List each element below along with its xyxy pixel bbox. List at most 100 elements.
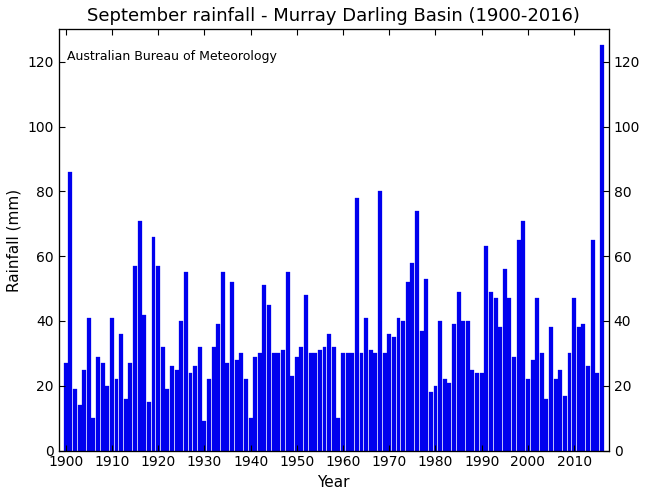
Bar: [63, 363, 68, 451]
Text: Australian Bureau of Meteorology: Australian Bureau of Meteorology: [67, 50, 277, 63]
Bar: [447, 383, 452, 451]
Bar: [512, 357, 516, 451]
Bar: [124, 399, 127, 451]
Bar: [406, 282, 410, 451]
Bar: [567, 353, 571, 451]
Bar: [364, 318, 368, 451]
Bar: [355, 198, 359, 451]
Bar: [517, 240, 521, 451]
Title: September rainfall - Murray Darling Basin (1900-2016): September rainfall - Murray Darling Basi…: [87, 7, 580, 25]
Bar: [350, 353, 355, 451]
Bar: [345, 353, 349, 451]
Bar: [470, 370, 474, 451]
Bar: [466, 321, 470, 451]
Bar: [101, 363, 105, 451]
Bar: [485, 247, 488, 451]
Bar: [221, 272, 225, 451]
Bar: [230, 282, 234, 451]
Bar: [388, 334, 391, 451]
Bar: [323, 347, 327, 451]
Bar: [170, 366, 174, 451]
Bar: [248, 418, 252, 451]
Bar: [184, 272, 188, 451]
Bar: [521, 221, 525, 451]
Bar: [128, 363, 133, 451]
Bar: [429, 392, 433, 451]
Bar: [577, 328, 581, 451]
Bar: [138, 221, 142, 451]
Bar: [397, 318, 400, 451]
Bar: [96, 357, 100, 451]
Bar: [360, 353, 364, 451]
Bar: [433, 386, 437, 451]
Bar: [554, 379, 558, 451]
Bar: [151, 237, 155, 451]
Bar: [591, 240, 595, 451]
Bar: [540, 353, 543, 451]
Bar: [526, 379, 530, 451]
Bar: [267, 305, 271, 451]
Bar: [401, 321, 405, 451]
Bar: [415, 211, 419, 451]
Bar: [193, 366, 197, 451]
Bar: [91, 418, 95, 451]
Y-axis label: Rainfall (mm): Rainfall (mm): [7, 188, 22, 292]
Bar: [558, 370, 562, 451]
Bar: [216, 324, 220, 451]
Bar: [115, 379, 118, 451]
Bar: [336, 418, 340, 451]
Bar: [304, 295, 308, 451]
Bar: [110, 318, 114, 451]
Bar: [461, 321, 465, 451]
Bar: [133, 266, 137, 451]
Bar: [438, 321, 442, 451]
Bar: [475, 373, 479, 451]
Bar: [563, 396, 567, 451]
Bar: [392, 337, 396, 451]
Bar: [572, 298, 576, 451]
Bar: [179, 321, 183, 451]
Bar: [239, 353, 243, 451]
Bar: [300, 347, 303, 451]
Bar: [147, 402, 151, 451]
Bar: [281, 350, 285, 451]
Bar: [188, 373, 192, 451]
Bar: [313, 353, 317, 451]
Bar: [291, 376, 294, 451]
Bar: [207, 379, 211, 451]
Bar: [212, 347, 215, 451]
Bar: [457, 292, 461, 451]
Bar: [498, 328, 502, 451]
Bar: [535, 298, 539, 451]
Bar: [382, 353, 387, 451]
Bar: [544, 399, 549, 451]
Bar: [369, 350, 373, 451]
Bar: [119, 334, 123, 451]
Bar: [582, 324, 586, 451]
Bar: [244, 379, 248, 451]
Bar: [285, 272, 289, 451]
Bar: [452, 324, 456, 451]
Bar: [549, 328, 553, 451]
Bar: [203, 421, 206, 451]
Bar: [160, 347, 165, 451]
Bar: [87, 318, 91, 451]
Bar: [142, 315, 146, 451]
Bar: [373, 353, 377, 451]
Bar: [479, 373, 484, 451]
Bar: [258, 353, 262, 451]
Bar: [332, 347, 336, 451]
Bar: [410, 262, 414, 451]
Bar: [341, 353, 345, 451]
Bar: [489, 292, 493, 451]
Bar: [272, 353, 276, 451]
Bar: [424, 279, 428, 451]
X-axis label: Year: Year: [318, 475, 350, 490]
Bar: [531, 360, 534, 451]
Bar: [175, 370, 179, 451]
Bar: [503, 269, 507, 451]
Bar: [595, 373, 599, 451]
Bar: [494, 298, 498, 451]
Bar: [78, 405, 82, 451]
Bar: [73, 389, 77, 451]
